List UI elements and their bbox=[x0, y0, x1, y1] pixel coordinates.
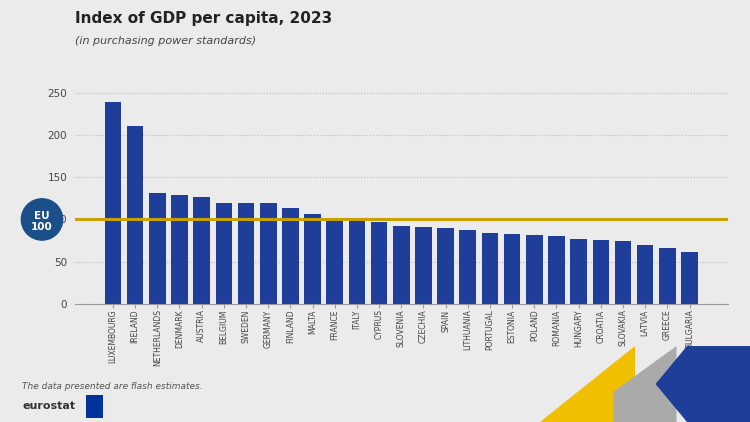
Bar bbox=[526, 235, 542, 304]
Bar bbox=[326, 219, 343, 304]
Bar bbox=[681, 252, 698, 304]
Text: The data presented are flash estimates.: The data presented are flash estimates. bbox=[22, 382, 203, 391]
Bar bbox=[615, 241, 632, 304]
Bar bbox=[238, 203, 254, 304]
Bar bbox=[637, 245, 653, 304]
Bar bbox=[659, 248, 676, 304]
Bar bbox=[215, 203, 232, 304]
Text: eurostat: eurostat bbox=[22, 401, 76, 411]
Bar bbox=[415, 227, 432, 304]
Polygon shape bbox=[656, 346, 750, 422]
Bar bbox=[127, 126, 143, 304]
Polygon shape bbox=[540, 346, 634, 422]
Bar bbox=[349, 220, 365, 304]
Bar bbox=[304, 214, 321, 304]
Bar bbox=[504, 234, 520, 304]
Bar bbox=[194, 197, 210, 304]
Bar bbox=[149, 193, 166, 304]
Text: EU: EU bbox=[34, 211, 50, 221]
Bar bbox=[460, 230, 476, 304]
Circle shape bbox=[21, 199, 63, 240]
Text: 100: 100 bbox=[31, 222, 52, 232]
Bar bbox=[570, 239, 587, 304]
Bar bbox=[482, 233, 498, 304]
Polygon shape bbox=[614, 346, 676, 422]
Text: (in purchasing power standards): (in purchasing power standards) bbox=[75, 36, 256, 46]
Bar bbox=[592, 240, 609, 304]
Bar bbox=[370, 222, 388, 304]
Text: Index of GDP per capita, 2023: Index of GDP per capita, 2023 bbox=[75, 11, 332, 26]
Bar bbox=[282, 208, 298, 304]
Bar bbox=[260, 203, 277, 304]
Bar bbox=[105, 102, 122, 304]
Bar bbox=[393, 226, 410, 304]
Bar bbox=[548, 236, 565, 304]
Bar bbox=[171, 195, 188, 304]
Bar bbox=[437, 228, 454, 304]
